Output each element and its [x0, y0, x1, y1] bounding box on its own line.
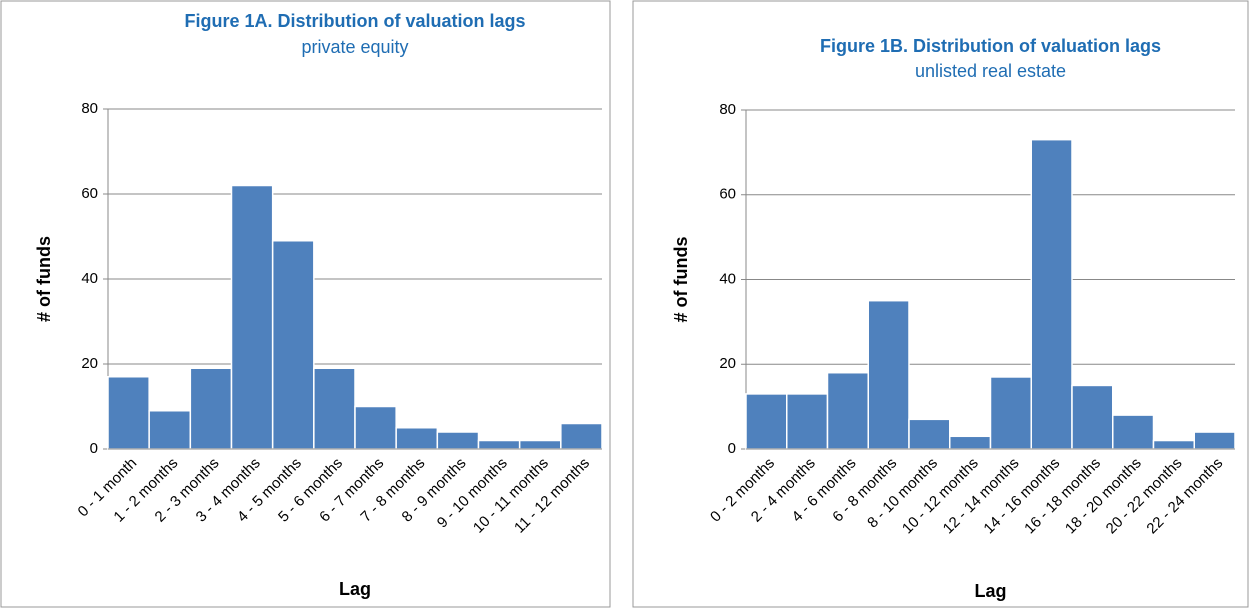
y-tick-label: 80 [81, 100, 98, 117]
bar [230, 184, 274, 450]
bar [1152, 439, 1195, 450]
bar [949, 435, 992, 450]
bar [1071, 384, 1114, 450]
y-tick-label: 20 [719, 355, 736, 372]
bar [826, 371, 869, 450]
x-axis-label: Lag [974, 581, 1006, 601]
chart-title: Figure 1B. Distribution of valuation lag… [820, 36, 1161, 56]
bar [1030, 138, 1073, 450]
bar [313, 367, 356, 450]
y-tick-label: 40 [81, 270, 98, 287]
bar [148, 410, 192, 450]
y-axis-label: # of funds [34, 236, 54, 322]
bar [518, 439, 562, 450]
panel-frame [632, 0, 1249, 608]
y-tick-label: 0 [90, 440, 98, 457]
bar [107, 376, 150, 450]
bar [395, 427, 439, 450]
panel-frame [0, 0, 611, 608]
bar [867, 299, 910, 450]
x-tick-label: 11 - 12 months [511, 455, 593, 537]
bar [436, 431, 480, 450]
bar [908, 418, 951, 450]
y-axis-label: # of funds [671, 237, 691, 323]
bar [477, 439, 521, 450]
y-tick-label: 20 [81, 355, 98, 372]
y-tick-label: 0 [728, 440, 736, 457]
bar [786, 393, 829, 450]
y-tick-label: 60 [719, 186, 736, 203]
bar [1193, 431, 1236, 450]
bar [354, 405, 397, 450]
chart-subtitle: private equity [301, 37, 408, 57]
chart-subtitle: unlisted real estate [915, 61, 1066, 81]
y-tick-label: 40 [719, 270, 736, 287]
bar [560, 422, 603, 450]
bar [745, 393, 788, 450]
bar [1112, 414, 1155, 450]
y-tick-label: 80 [719, 101, 736, 118]
x-axis-label: Lag [339, 579, 371, 599]
bar [271, 240, 315, 450]
bar [989, 376, 1032, 450]
chart-title: Figure 1A. Distribution of valuation lag… [184, 11, 525, 31]
y-tick-label: 60 [81, 185, 98, 202]
bar [189, 367, 233, 450]
